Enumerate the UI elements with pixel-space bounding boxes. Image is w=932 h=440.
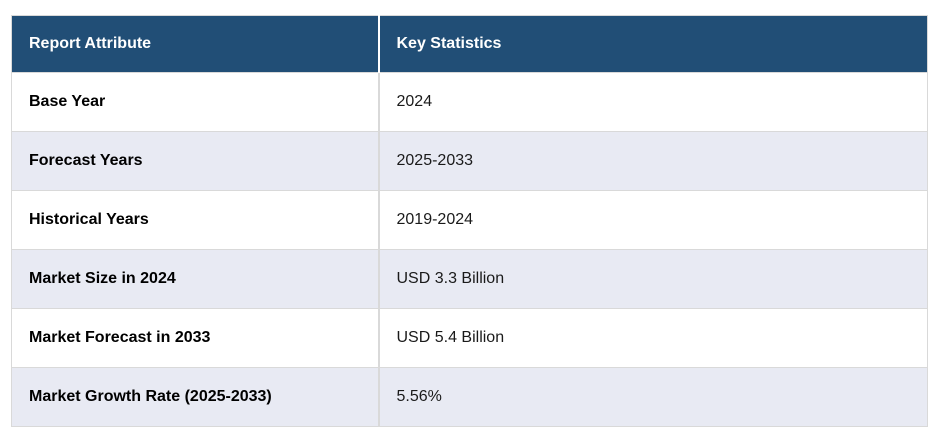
attribute-cell: Base Year (11, 72, 379, 132)
value-cell: USD 5.4 Billion (377, 308, 928, 368)
table-row-market-growth-rate: Market Growth Rate (2025-2033) 5.56% (11, 367, 928, 427)
table-row-forecast-years: Forecast Years 2025-2033 (11, 131, 928, 191)
attribute-cell: Market Forecast in 2033 (11, 308, 379, 368)
attribute-cell: Market Growth Rate (2025-2033) (11, 367, 379, 427)
report-attribute-table: Report Attribute Key Statistics Base Yea… (11, 15, 928, 427)
value-cell: 2019-2024 (377, 190, 928, 250)
attribute-cell: Market Size in 2024 (11, 249, 379, 309)
table-row-base-year: Base Year 2024 (11, 72, 928, 132)
header-cell-key-statistics: Key Statistics (377, 15, 928, 73)
value-cell: 5.56% (377, 367, 928, 427)
value-cell: USD 3.3 Billion (377, 249, 928, 309)
value-cell: 2024 (377, 72, 928, 132)
attribute-cell: Historical Years (11, 190, 379, 250)
table-row-market-size: Market Size in 2024 USD 3.3 Billion (11, 249, 928, 309)
table-row-historical-years: Historical Years 2019-2024 (11, 190, 928, 250)
table-header-row: Report Attribute Key Statistics (11, 15, 928, 73)
attribute-cell: Forecast Years (11, 131, 379, 191)
header-cell-report-attribute: Report Attribute (11, 15, 379, 73)
value-cell: 2025-2033 (377, 131, 928, 191)
table-row-market-forecast: Market Forecast in 2033 USD 5.4 Billion (11, 308, 928, 368)
